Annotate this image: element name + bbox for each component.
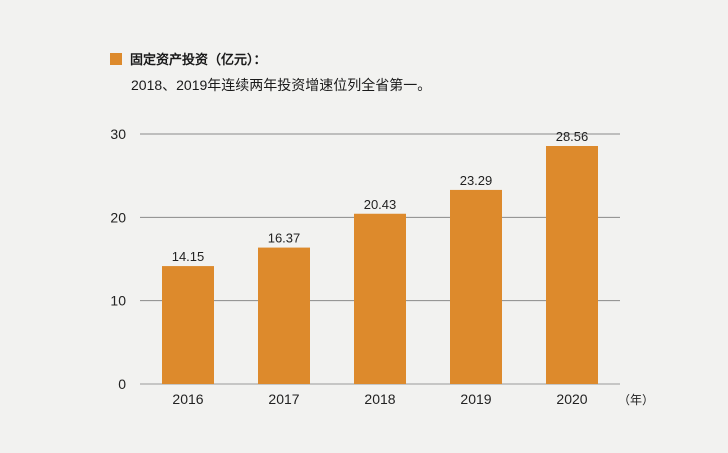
y-tick-label-20: 20 bbox=[110, 209, 126, 225]
value-label-2016: 14.15 bbox=[172, 249, 205, 264]
legend-label: 固定资产投资（亿元）： bbox=[130, 52, 267, 67]
x-tick-label-2016: 2016 bbox=[172, 391, 203, 407]
bars bbox=[162, 146, 598, 384]
value-label-2017: 16.37 bbox=[268, 231, 301, 246]
bar-2020 bbox=[546, 146, 598, 384]
x-axis-unit: （年） bbox=[618, 393, 654, 407]
value-label-2020: 28.56 bbox=[556, 129, 589, 144]
value-labels: 14.15 16.37 20.43 23.29 28.56 bbox=[172, 129, 589, 264]
bar-2017 bbox=[258, 247, 310, 384]
bar-2019 bbox=[450, 189, 502, 384]
bar-2018 bbox=[354, 213, 406, 384]
x-tick-label-2018: 2018 bbox=[364, 391, 395, 407]
y-tick-label-0: 0 bbox=[118, 376, 126, 392]
x-axis-ticks: 2016 2017 2018 2019 2020 bbox=[172, 391, 587, 407]
chart-subtitle: 2018、2019年连续两年投资增速位列全省第一。 bbox=[131, 77, 432, 93]
y-axis-ticks: 0 10 20 30 bbox=[110, 126, 126, 392]
value-label-2019: 23.29 bbox=[460, 173, 493, 188]
y-tick-label-10: 10 bbox=[110, 293, 126, 309]
value-label-2018: 20.43 bbox=[364, 197, 397, 212]
bar-2016 bbox=[162, 266, 214, 384]
legend: 固定资产投资（亿元）： bbox=[110, 49, 267, 68]
y-tick-label-30: 30 bbox=[110, 126, 126, 142]
x-tick-label-2017: 2017 bbox=[268, 391, 299, 407]
x-tick-label-2019: 2019 bbox=[460, 391, 491, 407]
legend-swatch bbox=[110, 52, 122, 65]
x-tick-label-2020: 2020 bbox=[556, 391, 587, 407]
